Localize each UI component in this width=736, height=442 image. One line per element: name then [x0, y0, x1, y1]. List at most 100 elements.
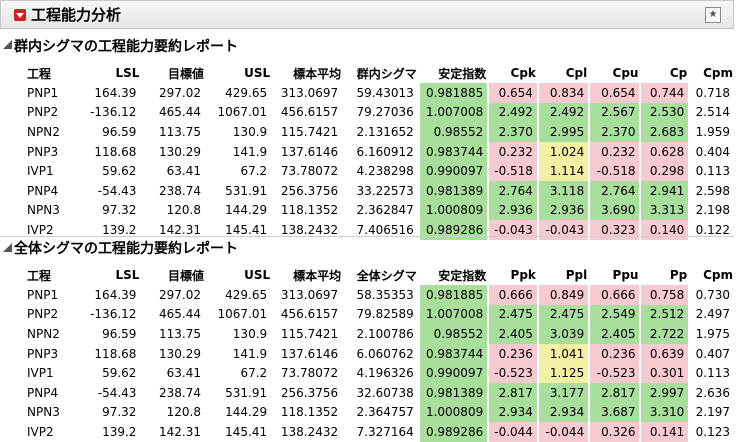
table-cell: -0.523 — [489, 363, 539, 383]
table-cell: 118.68 — [82, 343, 143, 364]
table-cell: -0.044 — [489, 422, 539, 442]
table-cell: NPN3 — [26, 200, 82, 221]
column-header: 群内シグマ — [356, 66, 417, 81]
table-cell: 59.43013 — [344, 83, 420, 103]
table-cell: 0.122 — [690, 220, 736, 240]
table-cell: 2.197 — [690, 402, 736, 423]
table-cell: 2.370 — [590, 122, 642, 142]
table-cell: 7.327164 — [344, 422, 420, 442]
table-cell: 0.730 — [690, 285, 736, 305]
column-header: Pp — [669, 268, 688, 282]
table-cell: 256.3756 — [273, 180, 345, 201]
table-cell: 0.981389 — [419, 180, 490, 201]
table-cell: 0.232 — [590, 141, 642, 162]
table-cell: 139.2 — [82, 422, 143, 442]
table-cell: 67.2 — [207, 363, 274, 383]
table-cell: PNP2 — [26, 102, 82, 123]
table-cell: 1067.01 — [207, 102, 274, 123]
table-cell: -0.518 — [590, 161, 642, 181]
table-cell: 97.32 — [82, 402, 143, 423]
table-cell: 0.981885 — [419, 83, 490, 103]
table-row: IVP1 59.62 63.41 67.2 73.78072 4.196326 0.9900… — [26, 363, 736, 383]
column-header: Cp — [669, 66, 688, 80]
column-header: Cpl — [565, 66, 588, 80]
report-title: 工程能力分析 — [31, 6, 122, 24]
column-header: 標本平均 — [293, 66, 342, 81]
table-cell: 2.370 — [489, 122, 539, 142]
table-cell: 0.123 — [690, 422, 736, 442]
table-row: IVP1 59.62 63.41 67.2 73.78072 4.238298 0.9900… — [26, 161, 736, 181]
table-cell: 138.2432 — [273, 422, 345, 442]
table-row: IVP2 139.2 142.31 145.41 138.2432 7.406516 0.9… — [26, 220, 736, 240]
table-row: PNP1 164.39 297.02 429.65 313.0697 58.35353 0.… — [26, 285, 736, 305]
table-cell: -136.12 — [82, 304, 143, 325]
table-cell: PNP4 — [26, 180, 82, 201]
table-cell: 2.549 — [590, 304, 642, 325]
table-cell: 1.114 — [538, 161, 591, 181]
column-header: 安定指数 — [438, 268, 487, 283]
table-cell: 164.39 — [82, 285, 143, 305]
table-cell: 2.530 — [641, 102, 691, 123]
table-cell: PNP3 — [26, 141, 82, 162]
section-title-within: 群内シグマの工程能力要約レポート — [14, 39, 238, 55]
table-cell: 96.59 — [82, 122, 143, 142]
table-cell: 2.497 — [690, 304, 736, 325]
table-cell: PNP3 — [26, 343, 82, 364]
table-cell: 2.492 — [489, 102, 539, 123]
collapse-triangle-icon[interactable] — [3, 40, 12, 49]
table-cell: 2.934 — [489, 402, 539, 423]
table-cell: 2.475 — [538, 304, 591, 325]
table-cell: 2.817 — [590, 382, 642, 403]
table-cell: 0.141 — [641, 422, 691, 442]
table-cell: 0.989286 — [419, 422, 490, 442]
column-header: USL — [244, 66, 271, 80]
table-cell: PNP1 — [26, 83, 82, 103]
table-cell: 0.744 — [641, 83, 691, 103]
table-cell: 313.0697 — [273, 83, 345, 103]
table-cell: 0.981389 — [419, 382, 490, 403]
table-cell: 2.512 — [641, 304, 691, 325]
table-cell: 137.6146 — [273, 343, 345, 364]
table-row: PNP3 118.68 130.29 141.9 137.6146 6.160912 0.9… — [26, 141, 736, 162]
table-cell: 2.722 — [641, 324, 691, 344]
table-cell: 2.995 — [538, 122, 591, 142]
table-cell: 2.683 — [641, 122, 691, 142]
table-cell: 141.9 — [207, 141, 274, 162]
table-row: PNP1 164.39 297.02 429.65 313.0697 59.43013 0.… — [26, 83, 736, 103]
table-cell: 2.934 — [538, 402, 591, 423]
table-cell: 3.118 — [538, 180, 591, 201]
table-cell: 0.301 — [641, 363, 691, 383]
table-cell: 67.2 — [207, 161, 274, 181]
column-header: Cpm — [703, 268, 733, 282]
table-header-row: 工程 LSL 目標値 USL 標本平均 全体シグマ 安定指数 Ppk Ppl Ppu Pp Cpm — [26, 265, 736, 285]
column-header: 工程 — [27, 66, 52, 81]
collapse-triangle-icon[interactable] — [3, 243, 12, 252]
table-cell: 3.690 — [590, 200, 642, 221]
table-cell: 120.8 — [142, 200, 207, 221]
table-cell: 2.941 — [641, 180, 691, 201]
table-cell: 531.91 — [207, 382, 274, 403]
table-cell: 142.31 — [142, 422, 207, 442]
table-cell: 0.98552 — [419, 122, 490, 142]
table-cell: 0.98552 — [419, 324, 490, 344]
red-disclosure-icon[interactable] — [14, 9, 26, 21]
table-row: NPN2 96.59 113.75 130.9 115.7421 2.131652 0.98… — [26, 122, 736, 142]
table-cell: -136.12 — [82, 102, 143, 123]
table-cell: 0.989286 — [419, 220, 490, 240]
table-cell: -54.43 — [82, 180, 143, 201]
table-cell: 3.310 — [641, 402, 691, 423]
column-header: 安定指数 — [438, 66, 487, 81]
table-cell: 1.007008 — [419, 304, 490, 325]
column-header: Cpm — [703, 66, 733, 80]
table-cell: 113.75 — [142, 324, 207, 344]
table-cell: 2.198 — [690, 200, 736, 221]
star-icon[interactable]: ★ — [705, 7, 721, 23]
table-cell: 0.628 — [641, 141, 691, 162]
table-cell: 32.60738 — [344, 382, 420, 403]
table-cell: 2.936 — [538, 200, 591, 221]
table-cell: 2.567 — [590, 102, 642, 123]
table-cell: 3.687 — [590, 402, 642, 423]
table-cell: 2.364757 — [344, 402, 420, 423]
column-header: Ppk — [510, 268, 536, 282]
table-cell: 79.82589 — [344, 304, 420, 325]
